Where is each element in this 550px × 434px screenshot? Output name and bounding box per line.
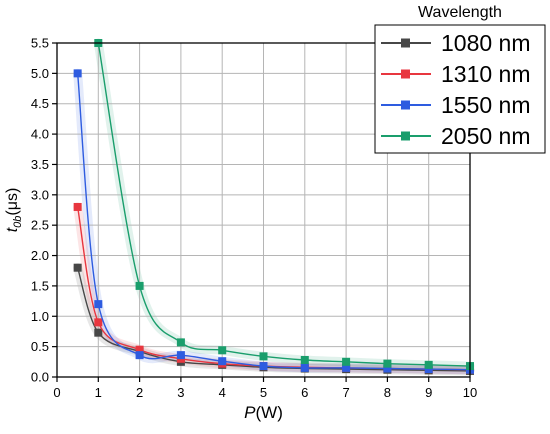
data-point <box>73 263 82 272</box>
x-tick-label: 4 <box>219 385 226 400</box>
data-point <box>342 357 351 366</box>
legend-label: 2050 nm <box>441 123 531 149</box>
data-point <box>135 351 144 360</box>
data-point <box>424 360 433 369</box>
x-tick-label: 3 <box>177 385 184 400</box>
legend-label: 1080 nm <box>441 30 531 56</box>
data-point <box>300 355 309 364</box>
x-tick-label: 2 <box>136 385 143 400</box>
y-tick-label: 3.0 <box>31 187 49 202</box>
y-tick-label: 2.5 <box>31 218 49 233</box>
data-point <box>383 359 392 368</box>
axis-label-layer: P(W) t0b(μs) <box>4 188 283 422</box>
x-tick-label: 1 <box>95 385 102 400</box>
data-point <box>73 69 82 78</box>
legend-label: 1310 nm <box>441 61 531 87</box>
y-tick-label: 4.5 <box>31 96 49 111</box>
y-tick-label: 0.0 <box>31 370 49 385</box>
y-tick-label: 2.0 <box>31 248 49 263</box>
legend-swatch-marker <box>401 69 410 79</box>
series-2 <box>73 69 474 374</box>
legend-item-2: 1550 nm <box>381 92 531 118</box>
x-axis-unit: (W) <box>255 403 282 422</box>
legend-title: Wavelength <box>418 4 502 21</box>
y-tick-label: 3.5 <box>31 157 49 172</box>
legend-items: 1080 nm 1310 nm 1550 nm 2050 nm <box>381 30 531 149</box>
y-axis-label: t0b(μs) <box>4 188 24 233</box>
data-point <box>94 318 103 327</box>
legend-item-3: 2050 nm <box>381 123 531 149</box>
data-point <box>218 346 227 355</box>
y-axis-variable: t <box>4 227 21 232</box>
y-tick-label: 1.0 <box>31 309 49 324</box>
x-axis-variable: P <box>244 403 256 422</box>
data-point <box>424 365 433 374</box>
y-tick-label: 0.5 <box>31 339 49 354</box>
x-tick-label: 6 <box>301 385 308 400</box>
data-point <box>135 281 144 290</box>
x-tick-label: 8 <box>384 385 391 400</box>
data-point <box>259 352 268 361</box>
y-axis-subscript: 0b <box>12 216 24 228</box>
data-point <box>342 363 351 372</box>
x-tick-label: 9 <box>425 385 432 400</box>
legend-swatch-marker <box>401 131 410 141</box>
x-tick-label: 7 <box>342 385 349 400</box>
tick-layer: 0 1 2 3 4 5 6 7 8 9 10 0.0 0.5 1.0 1.5 2.0 2.5 3.0 3.5 4.0 4… <box>31 36 477 401</box>
data-point <box>94 300 103 309</box>
legend-swatch-marker <box>401 38 410 48</box>
legend-item-0: 1080 nm <box>381 30 531 56</box>
data-point <box>383 364 392 373</box>
y-tick-label: 5.0 <box>31 66 49 81</box>
data-point <box>218 357 227 366</box>
data-point <box>176 351 185 360</box>
data-point <box>135 345 144 354</box>
x-tick-label: 0 <box>53 385 60 400</box>
data-point <box>176 338 185 347</box>
y-tick-label: 4.0 <box>31 127 49 142</box>
data-point <box>300 363 309 372</box>
data-point <box>94 328 103 337</box>
legend-label: 1550 nm <box>441 92 531 118</box>
x-tick-label: 5 <box>260 385 267 400</box>
y-tick-label: 1.5 <box>31 278 49 293</box>
y-tick-label: 5.5 <box>31 36 49 51</box>
data-point <box>73 202 82 211</box>
data-point <box>259 362 268 371</box>
x-axis-label: P(W) <box>244 403 283 422</box>
y-axis-unit: (μs) <box>4 188 21 216</box>
series-layer <box>73 39 474 375</box>
legend: Wavelength 1080 nm 1310 nm 1550 nm 2050 nm <box>374 4 546 154</box>
legend-item-1: 1310 nm <box>381 61 531 87</box>
legend-swatch-marker <box>401 100 410 110</box>
x-tick-label: 10 <box>463 385 477 400</box>
